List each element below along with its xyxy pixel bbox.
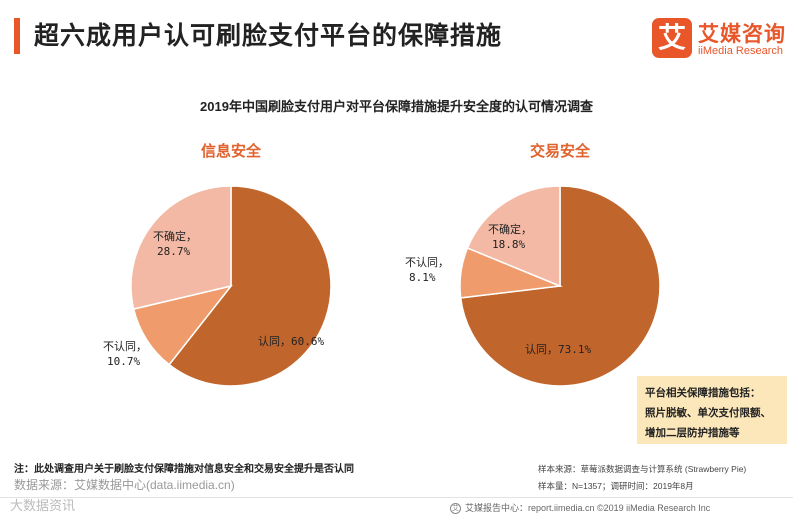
sample-size: 样本量：N=1357；调研时间：2019年8月 — [538, 481, 694, 491]
footer-logo-icon: 艾 — [450, 503, 461, 515]
chart-title: 2019年中国刷脸支付用户对平台保障措施提升安全度的认可情况调查 — [200, 99, 593, 114]
footer-text: 艾媒报告中心：report.iimedia.cn ©2019 iiMedia R… — [465, 503, 711, 513]
data-label-agree-info: 认同，60.6% — [258, 335, 324, 348]
footnote: 注：此处调查用户关于刷脸支付保障措施对信息安全和交易安全提升是否认同 — [14, 464, 354, 475]
logo-text-en: iiMedia Research — [698, 45, 783, 57]
footer-bar: 艾艾媒报告中心：report.iimedia.cn ©2019 iiMedia … — [450, 501, 711, 515]
data-label-unsure-info: 不确定， 28.7% — [153, 229, 197, 258]
slice-unsure-info — [130, 185, 232, 310]
data-label-agree-transaction: 认同，73.1% — [525, 343, 591, 356]
slice-agree-info — [168, 185, 332, 387]
watermark-text: 大数据资讯 — [10, 498, 76, 513]
slice-disagree-info — [132, 284, 233, 366]
note-line-3: 增加二层防护措施等 — [645, 427, 740, 439]
slice-unsure-transaction — [466, 185, 561, 288]
sample-source: 样本来源：草莓派数据调查与计算系统 (Strawberry Pie) — [538, 464, 747, 474]
data-source: 数据来源：艾媒数据中心(data.iimedia.cn) — [14, 478, 235, 492]
data-label-unsure-transaction: 不确定， 18.8% — [488, 222, 532, 251]
data-label-disagree-info: 不认同， 10.7% — [103, 340, 147, 368]
logo-mark-icon: 艾 — [652, 18, 692, 58]
logo-text-cn: 艾媒咨询 — [698, 23, 786, 46]
measures-note-box: 平台相关保障措施包括： 照片脱敏、单次支付限额、 增加二层防护措施等 — [637, 376, 787, 444]
title-accent-bar — [14, 18, 20, 54]
note-line-2: 照片脱敏、单次支付限额、 — [645, 407, 771, 419]
footer-divider — [0, 497, 793, 498]
iimedia-logo: 艾 艾媒咨询 iiMedia Research — [652, 18, 787, 62]
page-title: 超六成用户认可刷脸支付平台的保障措施 — [34, 22, 503, 50]
note-line-1: 平台相关保障措施包括： — [645, 387, 761, 399]
data-label-disagree-transaction: 不认同， 8.1% — [405, 256, 449, 284]
pie-title-info-security: 信息安全 — [200, 143, 261, 160]
pie-title-transaction-security: 交易安全 — [529, 143, 590, 160]
